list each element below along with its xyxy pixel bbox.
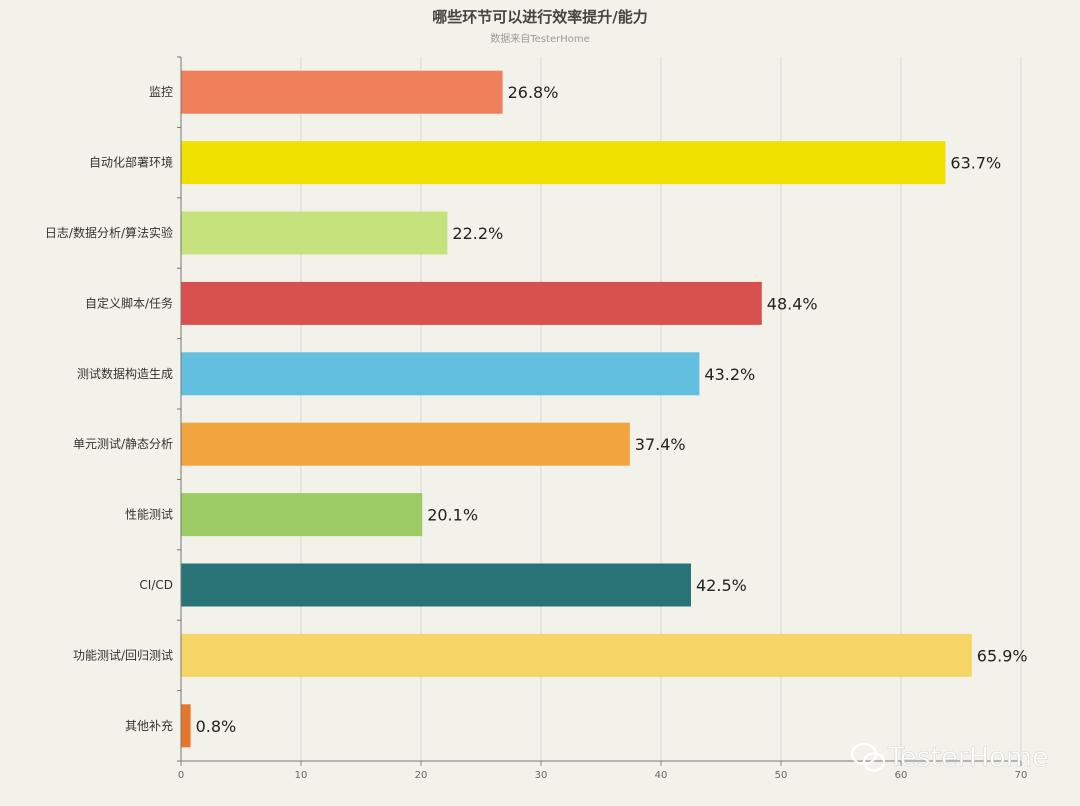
data-label: 63.7% [950,154,1001,173]
category-label: 日志/数据分析/算法实验 [45,225,173,240]
bar [181,211,448,255]
x-tick-label: 40 [655,770,668,781]
chart-title: 哪些环节可以进行效率提升/能力 [432,8,647,26]
axes: 0 10 20 30 40 50 60 70 监控自动化部署环境日志/数据分析/算法实验自定义脚… [45,56,1028,781]
x-tick-label: 0 [178,770,184,781]
wechat-icon [850,742,886,772]
x-tick-label: 20 [415,770,428,781]
bar [181,493,423,537]
x-tick-label: 70 [1015,770,1028,781]
x-tick-label: 10 [295,770,308,781]
data-label: 22.2% [452,224,503,243]
bar [181,704,191,748]
watermark-text: TesterHome [887,742,1049,773]
bar [181,352,700,396]
data-label: 48.4% [767,294,818,313]
bar [181,141,946,185]
data-label: 37.4% [635,435,686,454]
data-label: 20.1% [427,506,478,525]
category-label: 其他补充 [125,718,173,733]
category-label: 监控 [149,85,173,99]
data-label: 26.8% [508,83,559,102]
category-label: 性能测试 [125,507,173,522]
bar [181,422,630,466]
category-label: 功能测试/回归测试 [73,647,173,662]
category-label: 测试数据构造生成 [77,366,173,381]
bar [181,70,503,114]
category-label: 自定义脚本/任务 [85,295,173,310]
bar [181,281,762,325]
bars: 26.8% 63.7% 22.2% 48.4% 43.2% 37.4% 20.1% 42.5%… [181,70,1028,748]
data-label: 65.9% [977,646,1028,665]
x-tick-label: 60 [895,770,908,781]
category-label: 自动化部署环境 [89,155,173,170]
x-tick-label: 50 [775,770,788,781]
data-label: 0.8% [196,717,237,736]
chart-subtitle: 数据来自TesterHome [490,32,590,45]
data-label: 43.2% [704,365,755,384]
x-tick-label: 30 [535,770,548,781]
category-label: CI/CD [139,578,173,592]
category-label: 单元测试/静态分析 [73,436,173,451]
bar [181,633,972,677]
bar [181,563,691,607]
watermark: TesterHome [850,742,1049,773]
data-label: 42.5% [696,576,747,595]
